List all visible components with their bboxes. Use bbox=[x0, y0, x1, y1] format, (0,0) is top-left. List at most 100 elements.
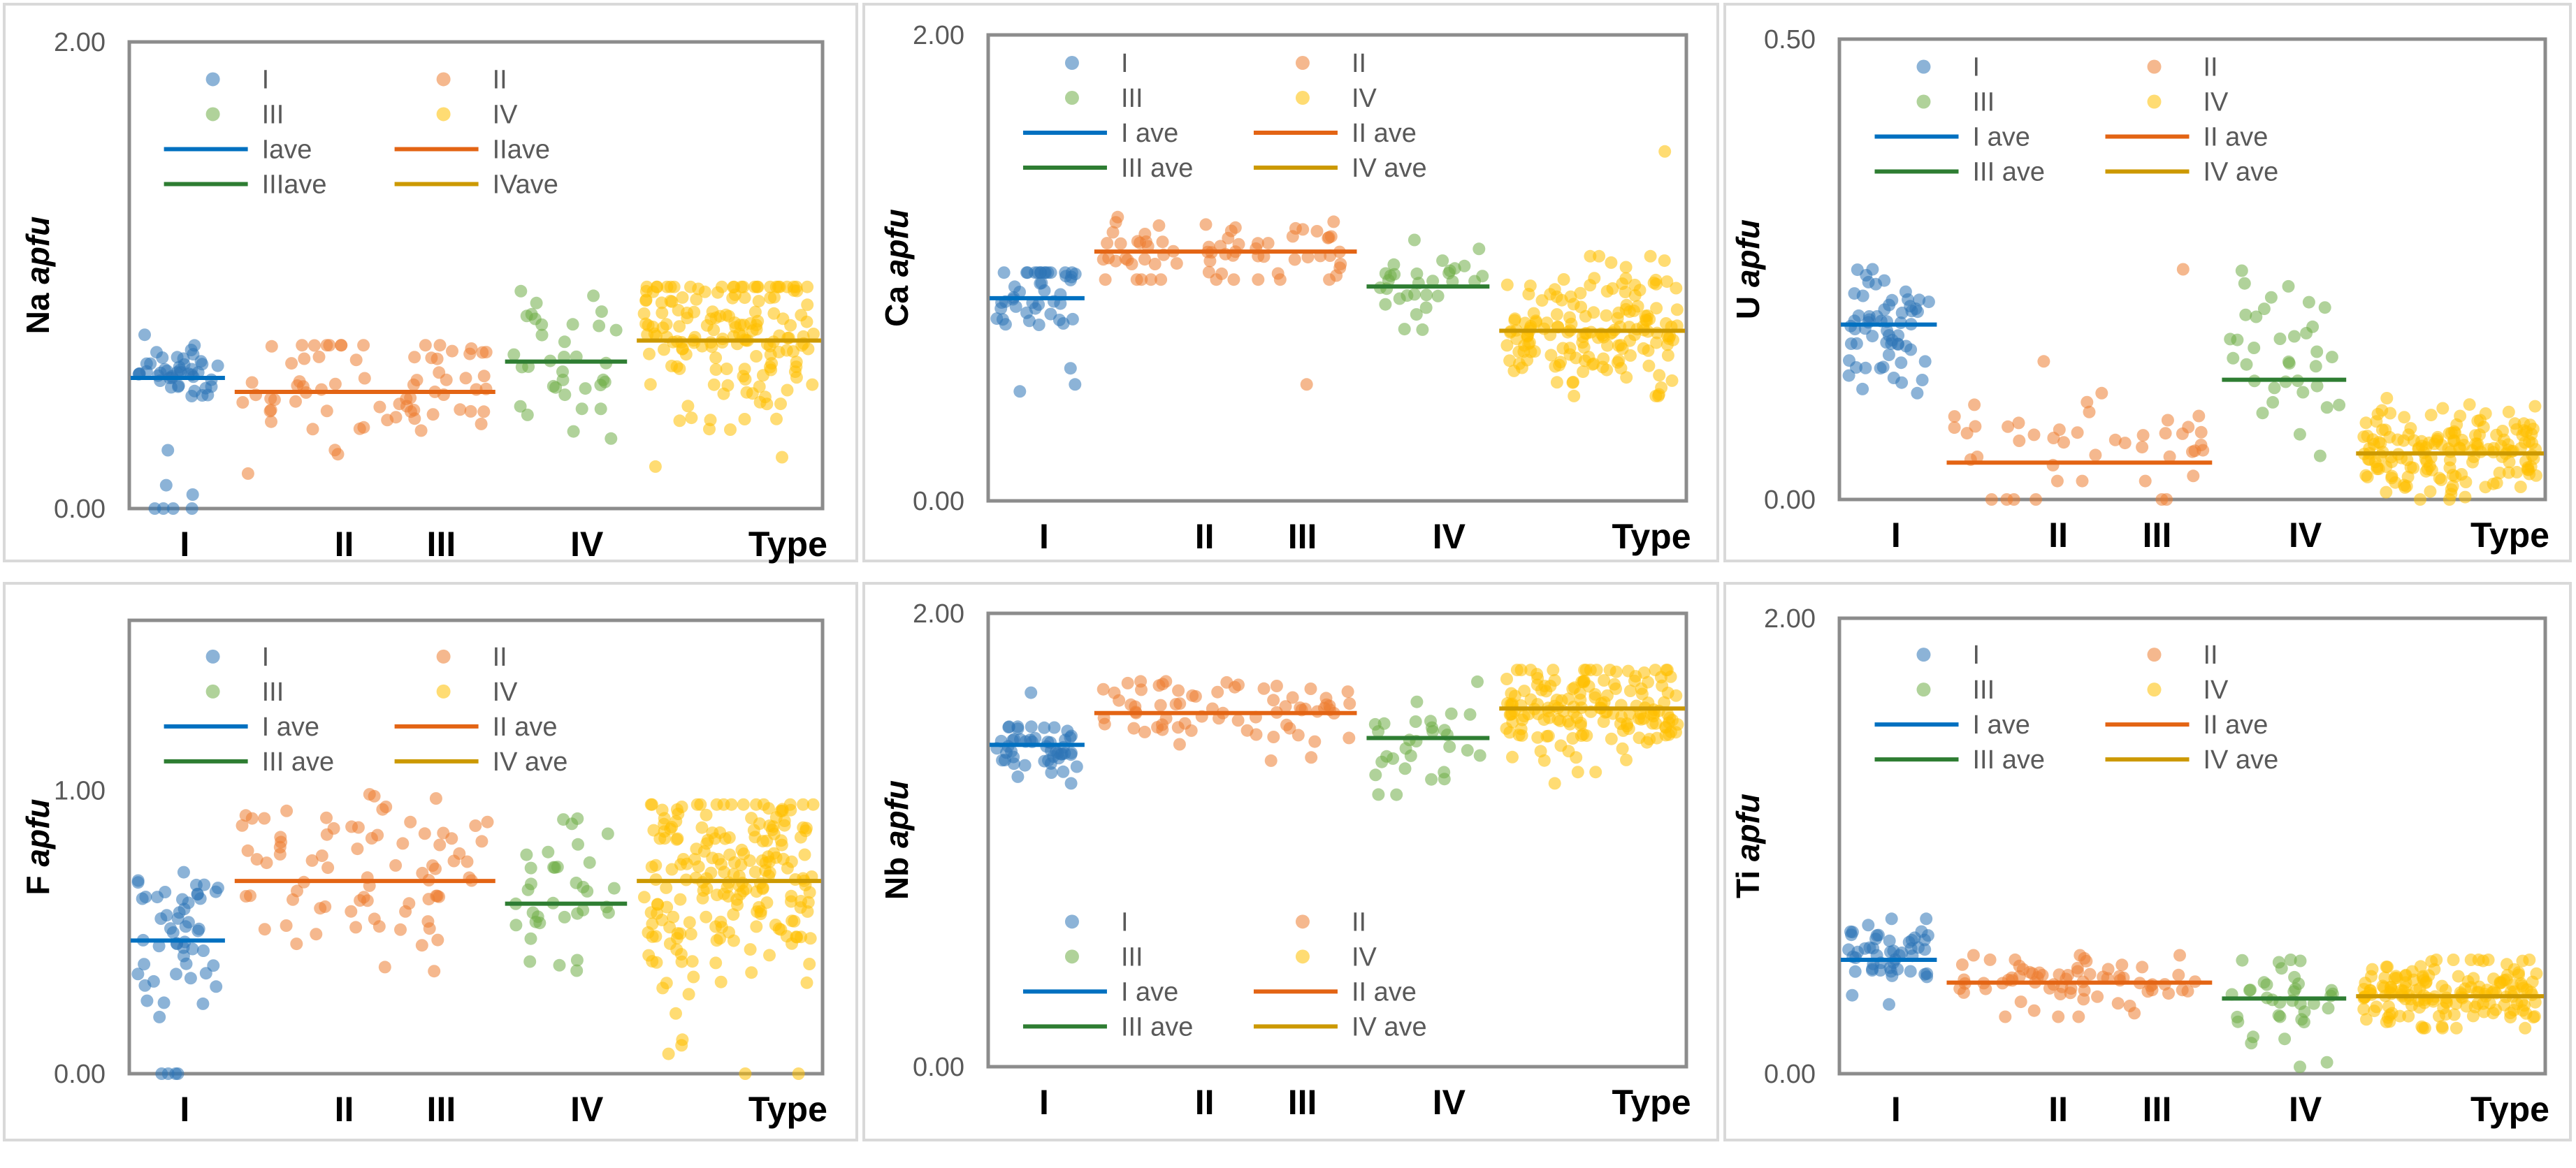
legend-marker-iii bbox=[1916, 682, 1931, 697]
data-point bbox=[1661, 349, 1674, 362]
y-axis-element: U bbox=[1730, 287, 1766, 319]
data-point bbox=[1173, 697, 1187, 710]
legend-marker-i bbox=[1916, 59, 1931, 74]
data-point bbox=[430, 352, 444, 365]
data-point bbox=[1387, 258, 1401, 271]
data-point bbox=[1670, 726, 1682, 739]
data-point bbox=[2381, 961, 2394, 974]
data-point bbox=[2224, 333, 2237, 346]
data-point bbox=[1106, 226, 1120, 239]
data-point bbox=[700, 808, 713, 822]
data-point bbox=[1918, 355, 1932, 368]
data-point bbox=[660, 881, 673, 894]
data-point-outlier bbox=[1069, 378, 1082, 391]
data-point bbox=[2231, 1015, 2245, 1028]
data-point-outlier bbox=[1300, 378, 1313, 391]
data-point bbox=[2310, 379, 2324, 393]
data-point bbox=[244, 889, 256, 903]
data-point bbox=[2076, 474, 2089, 488]
data-point bbox=[1109, 216, 1122, 229]
data-point bbox=[1271, 267, 1285, 280]
data-point bbox=[1202, 265, 1215, 279]
data-point bbox=[526, 906, 540, 919]
data-point bbox=[1616, 277, 1629, 291]
data-point bbox=[1458, 259, 1471, 272]
series-iii bbox=[505, 284, 628, 445]
data-point bbox=[1029, 266, 1042, 279]
data-point bbox=[2508, 417, 2521, 430]
data-point bbox=[188, 384, 201, 397]
data-point bbox=[1512, 729, 1526, 742]
data-point bbox=[656, 981, 670, 995]
plot-area bbox=[1837, 616, 2547, 1076]
series-i bbox=[131, 328, 225, 515]
legend-marker-iv bbox=[1295, 91, 1310, 105]
data-point bbox=[1426, 724, 1440, 738]
data-point bbox=[1125, 258, 1138, 270]
data-point bbox=[1379, 298, 1392, 311]
data-point bbox=[138, 979, 152, 992]
data-point bbox=[1623, 685, 1637, 697]
data-point bbox=[2471, 414, 2484, 428]
data-point bbox=[293, 375, 306, 388]
data-point bbox=[737, 798, 750, 811]
data-point bbox=[1557, 273, 1570, 286]
data-point bbox=[2528, 995, 2542, 1009]
data-point bbox=[745, 812, 758, 825]
data-point bbox=[2425, 463, 2438, 476]
data-point bbox=[1445, 707, 1458, 720]
data-point bbox=[1598, 674, 1611, 687]
data-point bbox=[751, 905, 764, 918]
data-point-outlier bbox=[148, 502, 161, 515]
panel-border bbox=[3, 3, 858, 562]
data-point bbox=[783, 798, 797, 811]
data-point bbox=[1660, 317, 1672, 330]
data-point bbox=[1129, 700, 1142, 713]
x-type-label-ii: II bbox=[2048, 1090, 2068, 1129]
data-point bbox=[1887, 372, 1900, 384]
legend-label-iii-ave: III ave bbox=[262, 747, 335, 777]
data-point bbox=[307, 339, 321, 352]
data-point bbox=[2288, 970, 2301, 984]
data-point bbox=[1862, 316, 1875, 329]
plot-area bbox=[127, 40, 825, 511]
data-point bbox=[704, 414, 717, 427]
data-point bbox=[1891, 963, 1904, 976]
data-point-outlier bbox=[649, 460, 662, 473]
data-point bbox=[469, 819, 482, 832]
data-point bbox=[2306, 320, 2320, 333]
data-point bbox=[748, 866, 762, 879]
data-point bbox=[2072, 1010, 2085, 1023]
data-point bbox=[1562, 745, 1575, 758]
data-point bbox=[1513, 357, 1526, 370]
data-point bbox=[1022, 314, 1036, 328]
data-point bbox=[351, 842, 364, 856]
data-point bbox=[1018, 759, 1032, 772]
data-point bbox=[715, 280, 728, 293]
data-point bbox=[196, 358, 209, 371]
data-point bbox=[1579, 664, 1593, 677]
legend-label-iv-ave: IV ave bbox=[1352, 1012, 1427, 1042]
data-point bbox=[2139, 474, 2152, 488]
data-point bbox=[1379, 267, 1392, 280]
data-point-outlier bbox=[166, 502, 180, 515]
data-point bbox=[656, 306, 669, 319]
data-point-outlier bbox=[155, 1067, 168, 1080]
data-point bbox=[481, 815, 494, 828]
data-point bbox=[701, 833, 714, 847]
data-point bbox=[373, 400, 386, 414]
data-point bbox=[1443, 264, 1456, 277]
data-point bbox=[799, 824, 812, 838]
data-point bbox=[2399, 976, 2412, 989]
data-point bbox=[726, 291, 739, 305]
series-i bbox=[990, 266, 1085, 398]
data-point bbox=[533, 917, 547, 930]
data-point bbox=[173, 363, 187, 377]
data-point bbox=[1643, 312, 1656, 326]
data-point bbox=[2239, 308, 2252, 321]
data-point bbox=[408, 412, 421, 425]
data-point bbox=[207, 959, 220, 972]
data-point bbox=[575, 402, 588, 416]
data-point bbox=[156, 351, 169, 364]
